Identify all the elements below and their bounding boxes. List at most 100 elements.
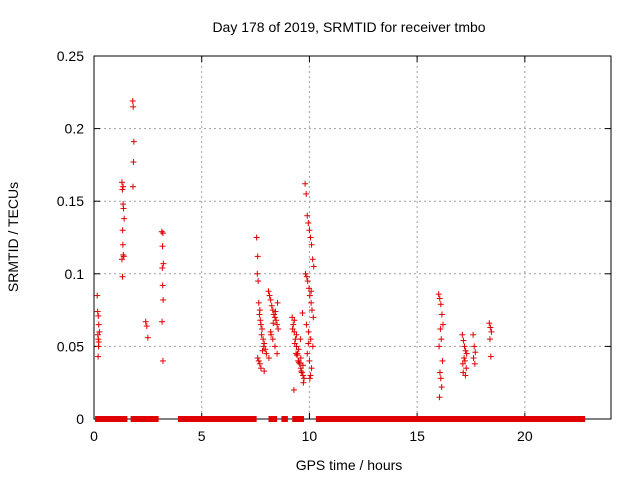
data-point	[306, 375, 313, 382]
data-points	[94, 98, 586, 422]
data-point	[297, 355, 304, 362]
data-point	[459, 360, 466, 367]
data-point	[304, 278, 311, 285]
data-point	[159, 357, 166, 364]
data-point	[119, 227, 126, 234]
data-point	[460, 337, 467, 344]
x-tick-label: 10	[302, 428, 318, 444]
data-point	[272, 308, 279, 315]
data-point	[436, 394, 443, 401]
data-point	[297, 336, 304, 343]
x-tick-label: 15	[409, 428, 425, 444]
data-point	[119, 186, 126, 193]
data-point	[270, 320, 277, 327]
data-point	[461, 355, 468, 362]
data-point	[95, 343, 102, 350]
data-point	[274, 321, 281, 328]
data-point	[257, 365, 264, 372]
baseline-segment	[292, 416, 305, 422]
data-point	[94, 308, 101, 315]
baseline-segment	[178, 416, 257, 422]
data-point	[129, 98, 136, 105]
data-point	[487, 324, 494, 331]
data-point	[256, 311, 263, 318]
y-axis-label: SRMTID / TECUs	[5, 182, 21, 292]
data-point	[94, 292, 101, 299]
data-point	[159, 230, 166, 237]
data-point	[293, 350, 300, 357]
y-tick-label: 0.1	[65, 266, 85, 282]
x-tick-label: 20	[517, 428, 533, 444]
data-point	[296, 360, 303, 367]
data-point	[265, 288, 272, 295]
data-point	[437, 375, 444, 382]
data-point	[488, 328, 495, 335]
data-point	[300, 379, 307, 386]
data-point	[438, 311, 445, 318]
data-point	[305, 219, 312, 226]
data-point	[143, 323, 150, 330]
data-point	[436, 295, 443, 302]
data-point	[310, 263, 317, 270]
data-point	[267, 296, 274, 303]
data-point	[120, 183, 127, 190]
data-point	[463, 365, 470, 372]
data-point	[487, 353, 494, 360]
data-point	[309, 307, 316, 314]
data-point	[144, 334, 151, 341]
data-point	[309, 343, 316, 350]
data-point	[293, 352, 300, 359]
data-point	[308, 365, 315, 372]
data-point	[307, 336, 314, 343]
data-point	[254, 253, 261, 260]
data-point	[121, 215, 128, 222]
data-point	[271, 314, 278, 321]
data-point	[130, 138, 137, 145]
data-point	[309, 256, 316, 263]
data-point	[130, 158, 137, 165]
data-point	[304, 212, 311, 219]
plot-frame	[93, 55, 612, 420]
baseline-segment	[268, 416, 278, 422]
data-point	[260, 343, 267, 350]
data-point	[303, 190, 310, 197]
data-point	[269, 307, 276, 314]
data-point	[302, 270, 309, 277]
data-point	[293, 331, 300, 338]
baseline-segment	[95, 416, 128, 422]
data-point	[275, 325, 282, 332]
data-point	[439, 321, 446, 328]
data-point	[254, 270, 261, 277]
data-point	[259, 347, 266, 354]
data-point	[298, 368, 305, 375]
data-point	[130, 103, 137, 110]
data-point	[295, 346, 302, 353]
data-point	[95, 312, 102, 319]
y-tick-label: 0.15	[57, 193, 84, 209]
data-point	[258, 331, 265, 338]
data-point	[290, 386, 297, 393]
data-point	[95, 353, 102, 360]
x-tick-label: 5	[198, 428, 206, 444]
data-point	[159, 282, 166, 289]
data-point	[158, 228, 165, 235]
data-point	[439, 357, 446, 364]
data-point	[290, 321, 297, 328]
data-point	[274, 299, 281, 306]
data-point	[160, 260, 167, 267]
data-point	[299, 362, 306, 369]
data-point	[298, 369, 305, 376]
data-point	[159, 318, 166, 325]
data-point	[120, 205, 127, 212]
data-point	[306, 227, 313, 234]
data-point	[486, 336, 493, 343]
data-point	[471, 343, 478, 350]
y-tick-label: 0.25	[57, 48, 84, 64]
data-point	[462, 347, 469, 354]
data-point	[462, 372, 469, 379]
data-point	[463, 350, 470, 357]
data-point	[301, 375, 308, 382]
data-point	[255, 357, 262, 364]
